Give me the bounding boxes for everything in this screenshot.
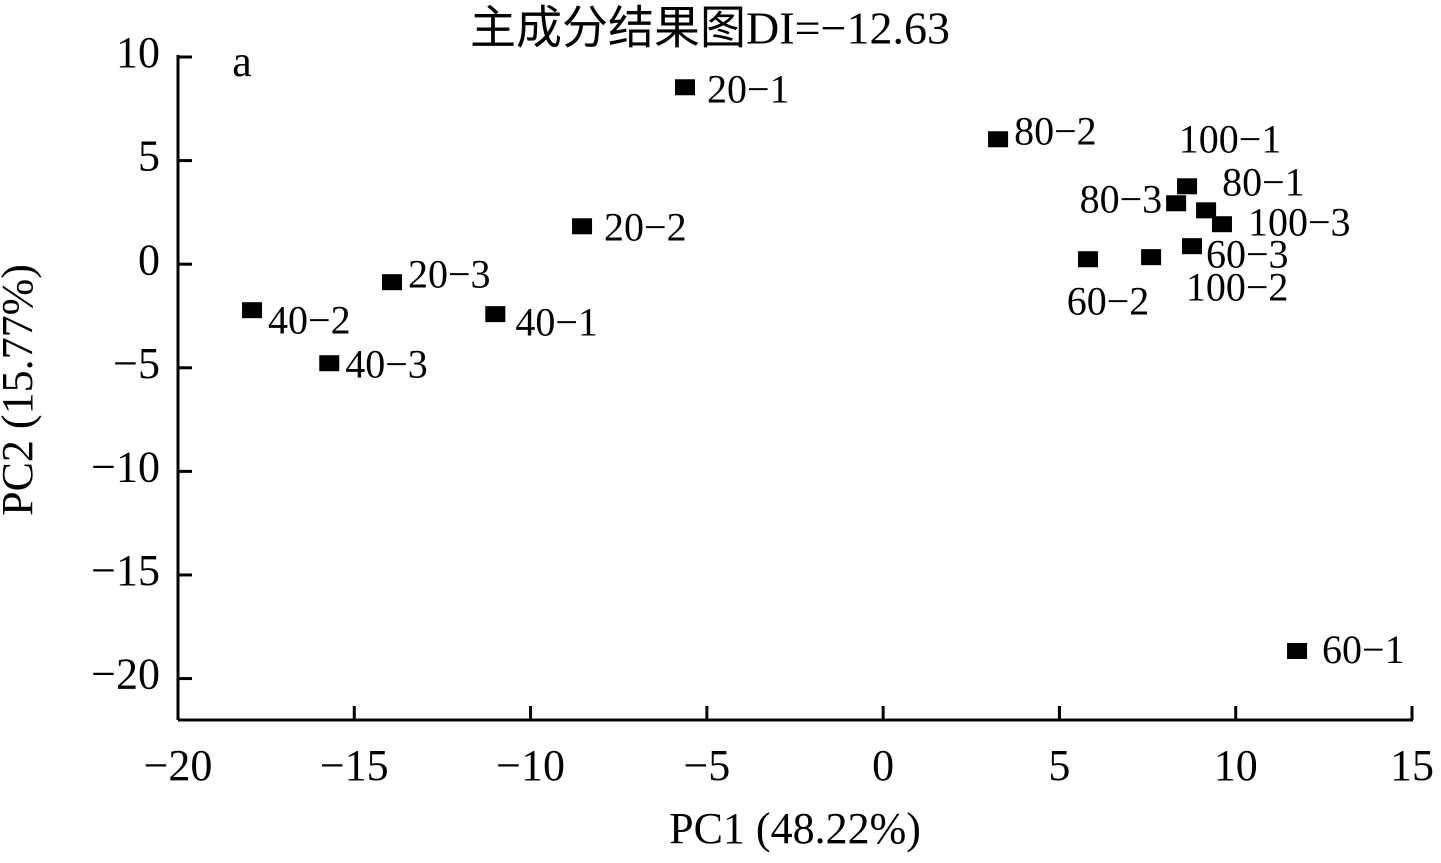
point: [1181, 238, 1202, 255]
point: [674, 79, 695, 96]
point-label: 20−2: [604, 204, 687, 249]
panel-label: a: [232, 37, 252, 86]
y-tick-label: 0: [138, 235, 160, 284]
point: [1166, 195, 1187, 212]
point: [382, 274, 403, 291]
point: [242, 302, 263, 319]
point: [1287, 643, 1308, 660]
point-label: 100−3: [1248, 199, 1351, 244]
point-label: 100−2: [1186, 264, 1289, 309]
point: [1196, 202, 1217, 219]
y-axis-label: PC2 (15.77%): [0, 264, 42, 516]
point-label: 80−3: [1080, 176, 1163, 221]
point-label: 20−1: [707, 66, 790, 111]
point-label: 40−3: [345, 341, 428, 386]
point: [1077, 251, 1098, 268]
y-tick-label: −20: [91, 650, 160, 699]
y-tick-label: −10: [91, 442, 160, 491]
point-label: 80−2: [1014, 108, 1097, 153]
point-label: 100−1: [1179, 116, 1282, 161]
point: [572, 218, 593, 235]
point-label: 20−3: [408, 251, 491, 296]
x-tick-label: −10: [496, 741, 565, 790]
point: [1177, 178, 1198, 195]
point: [485, 306, 506, 323]
point-label: 40−1: [515, 299, 598, 344]
x-tick-label: −15: [320, 741, 389, 790]
point-label: 60−2: [1067, 278, 1150, 323]
y-tick-label: −5: [113, 339, 160, 388]
x-tick-label: −5: [683, 741, 730, 790]
point-label: 60−1: [1322, 627, 1405, 672]
chart-title: 主成分结果图DI=−12.63: [470, 3, 950, 54]
x-axis-label: PC1 (48.22%): [669, 804, 921, 853]
point: [319, 355, 340, 372]
y-tick-label: 5: [138, 132, 160, 181]
y-tick-label: 10: [116, 28, 160, 77]
x-tick-label: 10: [1214, 741, 1258, 790]
point: [988, 131, 1009, 148]
y-tick-label: −15: [91, 546, 160, 595]
point-label: 40−2: [268, 297, 351, 342]
x-tick-label: 0: [872, 741, 894, 790]
point: [1211, 216, 1232, 233]
x-tick-label: 15: [1390, 741, 1434, 790]
x-tick-label: 5: [1048, 741, 1070, 790]
point: [1141, 249, 1162, 266]
x-tick-label: −20: [144, 741, 213, 790]
point-label: 60−3: [1206, 231, 1289, 276]
point-label: 80−1: [1222, 159, 1305, 204]
